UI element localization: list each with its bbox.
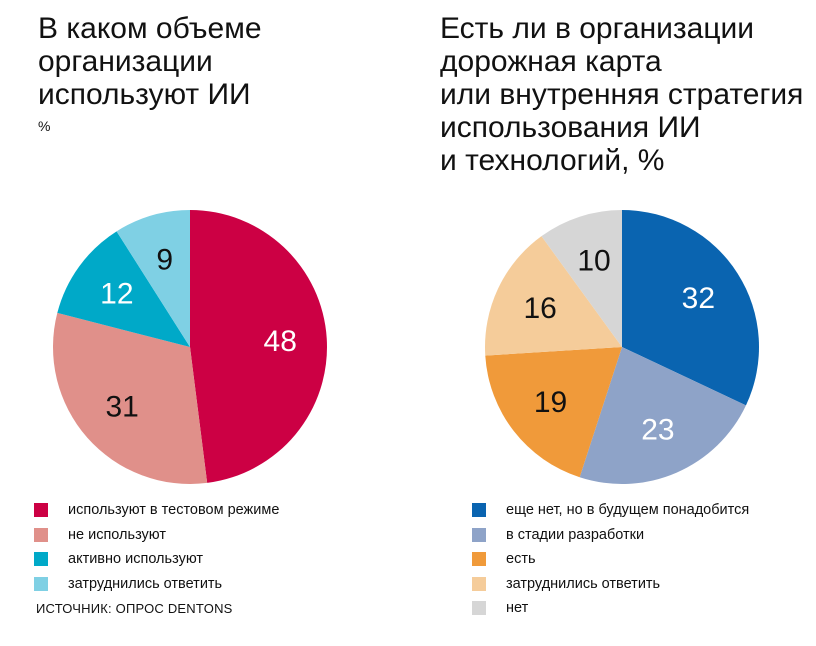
chart2-title-line: дорожная карта (440, 45, 662, 78)
slice-value-label: 48 (264, 325, 297, 358)
legend-label: активно используют (68, 551, 204, 568)
chart1-legend: используют в тестовом режиме не использу… (34, 498, 279, 596)
pie-slice (622, 210, 759, 406)
legend-label: не используют (68, 526, 166, 543)
chart1-title: В каком объеме организации используют ИИ (38, 12, 262, 111)
chart2-title: Есть ли в организации дорожная карта или… (440, 12, 803, 177)
pie-chart-ai-strategy: 32 23 19 16 10 (485, 210, 759, 485)
legend-swatch (34, 552, 48, 567)
pie-slice (485, 236, 622, 356)
legend-swatch (34, 576, 48, 591)
slice-value-label: 31 (105, 390, 138, 423)
legend-label: есть (506, 551, 536, 568)
pie-slice (541, 210, 622, 347)
legend-swatch (34, 527, 48, 542)
slice-value-label: 19 (534, 386, 567, 419)
legend-swatch (472, 576, 486, 591)
chart2-title-line: использования ИИ (440, 111, 701, 144)
legend-label: затруднились ответить (68, 575, 223, 592)
legend-label: нет (506, 600, 529, 617)
legend-item: затруднились ответить (34, 572, 279, 597)
chart1-title-line: В каком объеме (38, 12, 262, 45)
pie-slice (190, 210, 328, 483)
slice-value-label: 10 (577, 245, 610, 278)
chart2-title-line: Есть ли в организации (440, 12, 755, 45)
legend-swatch (472, 552, 486, 567)
slice-value-label: 32 (682, 282, 715, 315)
legend-item: затруднились ответить (472, 572, 749, 597)
pie-slice (485, 347, 622, 478)
slice-value-label: 16 (523, 292, 556, 325)
pie-slice (579, 347, 746, 485)
legend-swatch (472, 601, 486, 616)
chart1-title-line: используют ИИ (38, 78, 251, 111)
pie-slice (116, 210, 190, 347)
legend-item: активно используют (34, 547, 279, 572)
legend-item: нет (472, 596, 749, 621)
pie-chart-ai-usage: 48 31 12 9 (53, 210, 328, 484)
chart2-title-line: и технологий, % (440, 144, 665, 177)
chart2-legend: еще нет, но в будущем понадобится в стад… (472, 498, 749, 621)
legend-item: в стадии разработки (472, 523, 749, 548)
slice-value-label: 23 (641, 413, 674, 446)
chart2-title-line: или внутренняя стратегия (440, 78, 804, 111)
pie-slice (57, 231, 190, 347)
legend-swatch (472, 527, 486, 542)
source-note: ИСТОЧНИК: ОПРОС DENTONS (36, 601, 233, 616)
slice-value-label: 12 (100, 277, 133, 310)
chart1-unit: % (38, 118, 51, 134)
legend-item: используют в тестовом режиме (34, 498, 279, 523)
legend-label: в стадии разработки (506, 526, 645, 543)
legend-swatch (472, 503, 486, 518)
chart1-title-line: организации (38, 45, 213, 78)
slice-value-label: 9 (156, 244, 173, 277)
legend-label: еще нет, но в будущем понадобится (506, 502, 750, 519)
legend-label: используют в тестовом режиме (68, 502, 280, 519)
legend-item: не используют (34, 523, 279, 548)
legend-item: еще нет, но в будущем понадобится (472, 498, 749, 523)
legend-label: затруднились ответить (506, 575, 661, 592)
legend-swatch (34, 503, 48, 518)
legend-item: есть (472, 547, 749, 572)
pie-slice (53, 312, 208, 484)
